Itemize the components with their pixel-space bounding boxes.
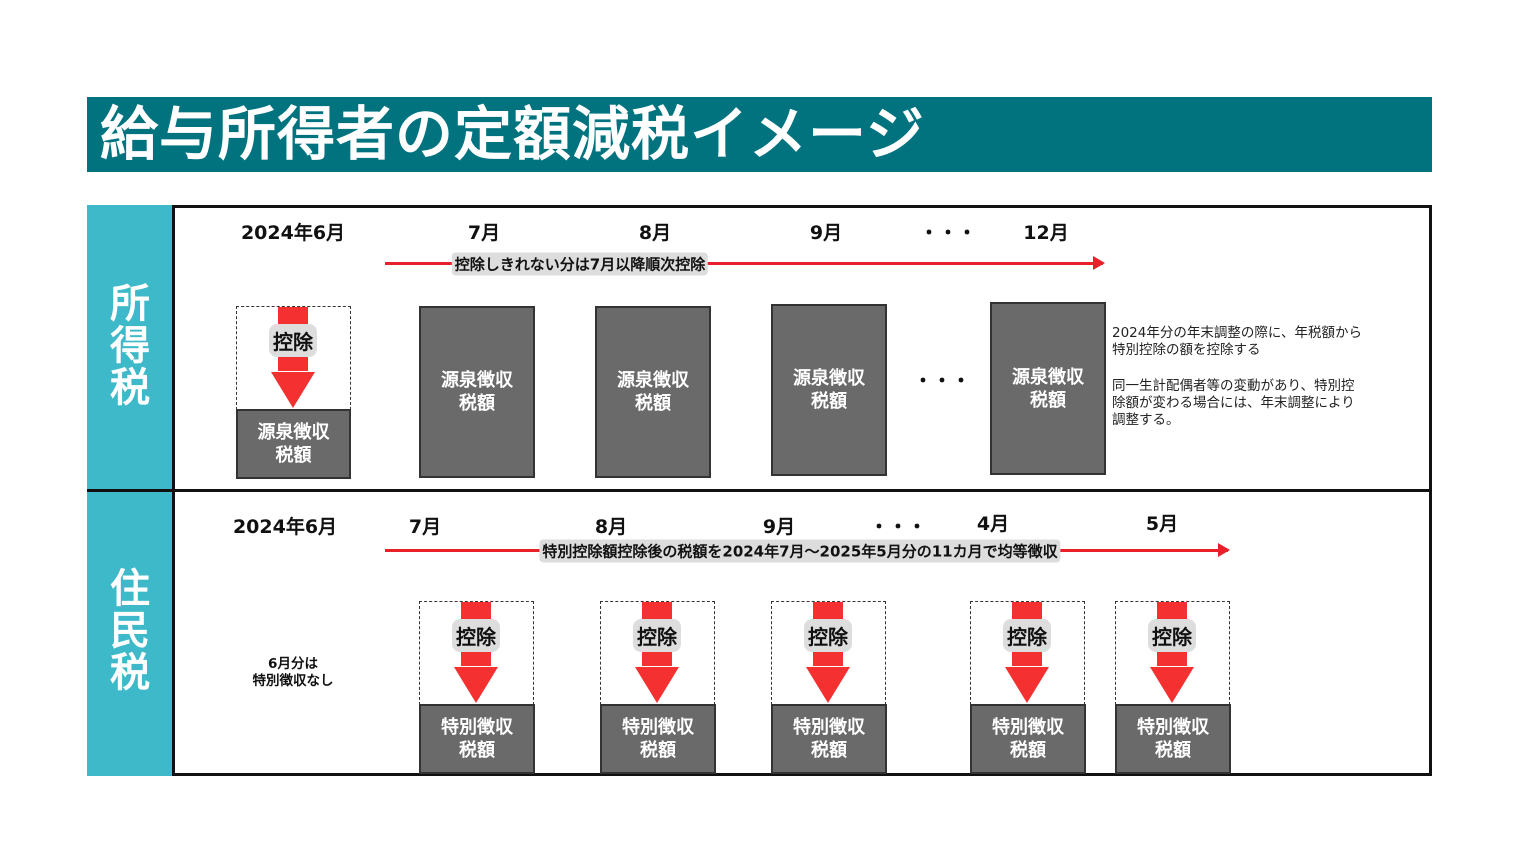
deduction-arrowhead-icon (454, 667, 498, 703)
row-divider (87, 489, 1432, 492)
deduction-arrowhead-icon (806, 667, 850, 703)
month-label: 5月 (1145, 513, 1179, 535)
deduction-label: 控除 (269, 324, 317, 357)
month-label: 8月 (594, 516, 628, 538)
month-label: 7月 (408, 516, 442, 538)
month-label: 8月 (638, 222, 672, 244)
withholding-tax-box: 源泉徴収 税額 (419, 306, 535, 478)
special-collection-tax-box: 特別徴収 税額 (419, 704, 535, 774)
month-label: ・・・ (919, 222, 977, 244)
month-label: 2024年6月 (232, 516, 338, 538)
month-label: 9月 (762, 516, 796, 538)
deduction-label: 控除 (1003, 619, 1051, 652)
special-collection-tax-box: 特別徴収 税額 (600, 704, 716, 774)
title-bar (87, 97, 1432, 172)
withholding-tax-box: 源泉徴収 税額 (595, 306, 711, 478)
month-label: 9月 (809, 222, 843, 244)
deduction-label: 控除 (1148, 619, 1196, 652)
june-note: 6月分は 特別徴収なし (252, 656, 334, 689)
timeline-arrow (385, 256, 1105, 270)
special-collection-tax-box: 特別徴収 税額 (771, 704, 887, 774)
income-tax-side: 所得税 (87, 205, 175, 491)
ellipsis: ・・・ (913, 370, 971, 392)
arrow-label: 特別控除額控除後の税額を2024年7月～2025年5月分の11カ月で均等徴収 (539, 539, 1061, 563)
withholding-tax-box: 源泉徴収 税額 (771, 304, 887, 476)
month-label: 12月 (1023, 222, 1069, 244)
deduction-label: 控除 (452, 619, 500, 652)
page-title: 給与所得者の定額減税イメージ (100, 100, 925, 168)
deduction-label: 控除 (804, 619, 852, 652)
month-label: ・・・ (869, 516, 927, 538)
deduction-arrowhead-icon (635, 667, 679, 703)
arrow-label: 控除しきれない分は7月以降順次控除 (451, 252, 709, 276)
deduction-label: 控除 (633, 619, 681, 652)
income-tax-label: 所得税 (110, 281, 150, 411)
resident-tax-side: 住民税 (87, 490, 175, 776)
note-text: 同一生計配偶者等の変動があり、特別控 除額が変わる場合には、年末調整により 調整… (1112, 378, 1355, 428)
resident-tax-label: 住民税 (110, 566, 150, 696)
note-text: 2024年分の年末調整の際に、年税額から 特別控除の額を控除する (1112, 325, 1362, 358)
deduction-arrowhead-icon (271, 372, 315, 408)
special-collection-tax-box: 特別徴収 税額 (1115, 704, 1231, 774)
withholding-tax-box: 源泉徴収 税額 (990, 302, 1106, 475)
month-label: 4月 (976, 513, 1010, 535)
withholding-tax-box: 源泉徴収 税額 (236, 409, 351, 479)
special-collection-tax-box: 特別徴収 税額 (970, 704, 1086, 774)
deduction-arrowhead-icon (1150, 667, 1194, 703)
month-label: 7月 (467, 222, 501, 244)
deduction-arrowhead-icon (1005, 667, 1049, 703)
month-label: 2024年6月 (240, 222, 346, 244)
